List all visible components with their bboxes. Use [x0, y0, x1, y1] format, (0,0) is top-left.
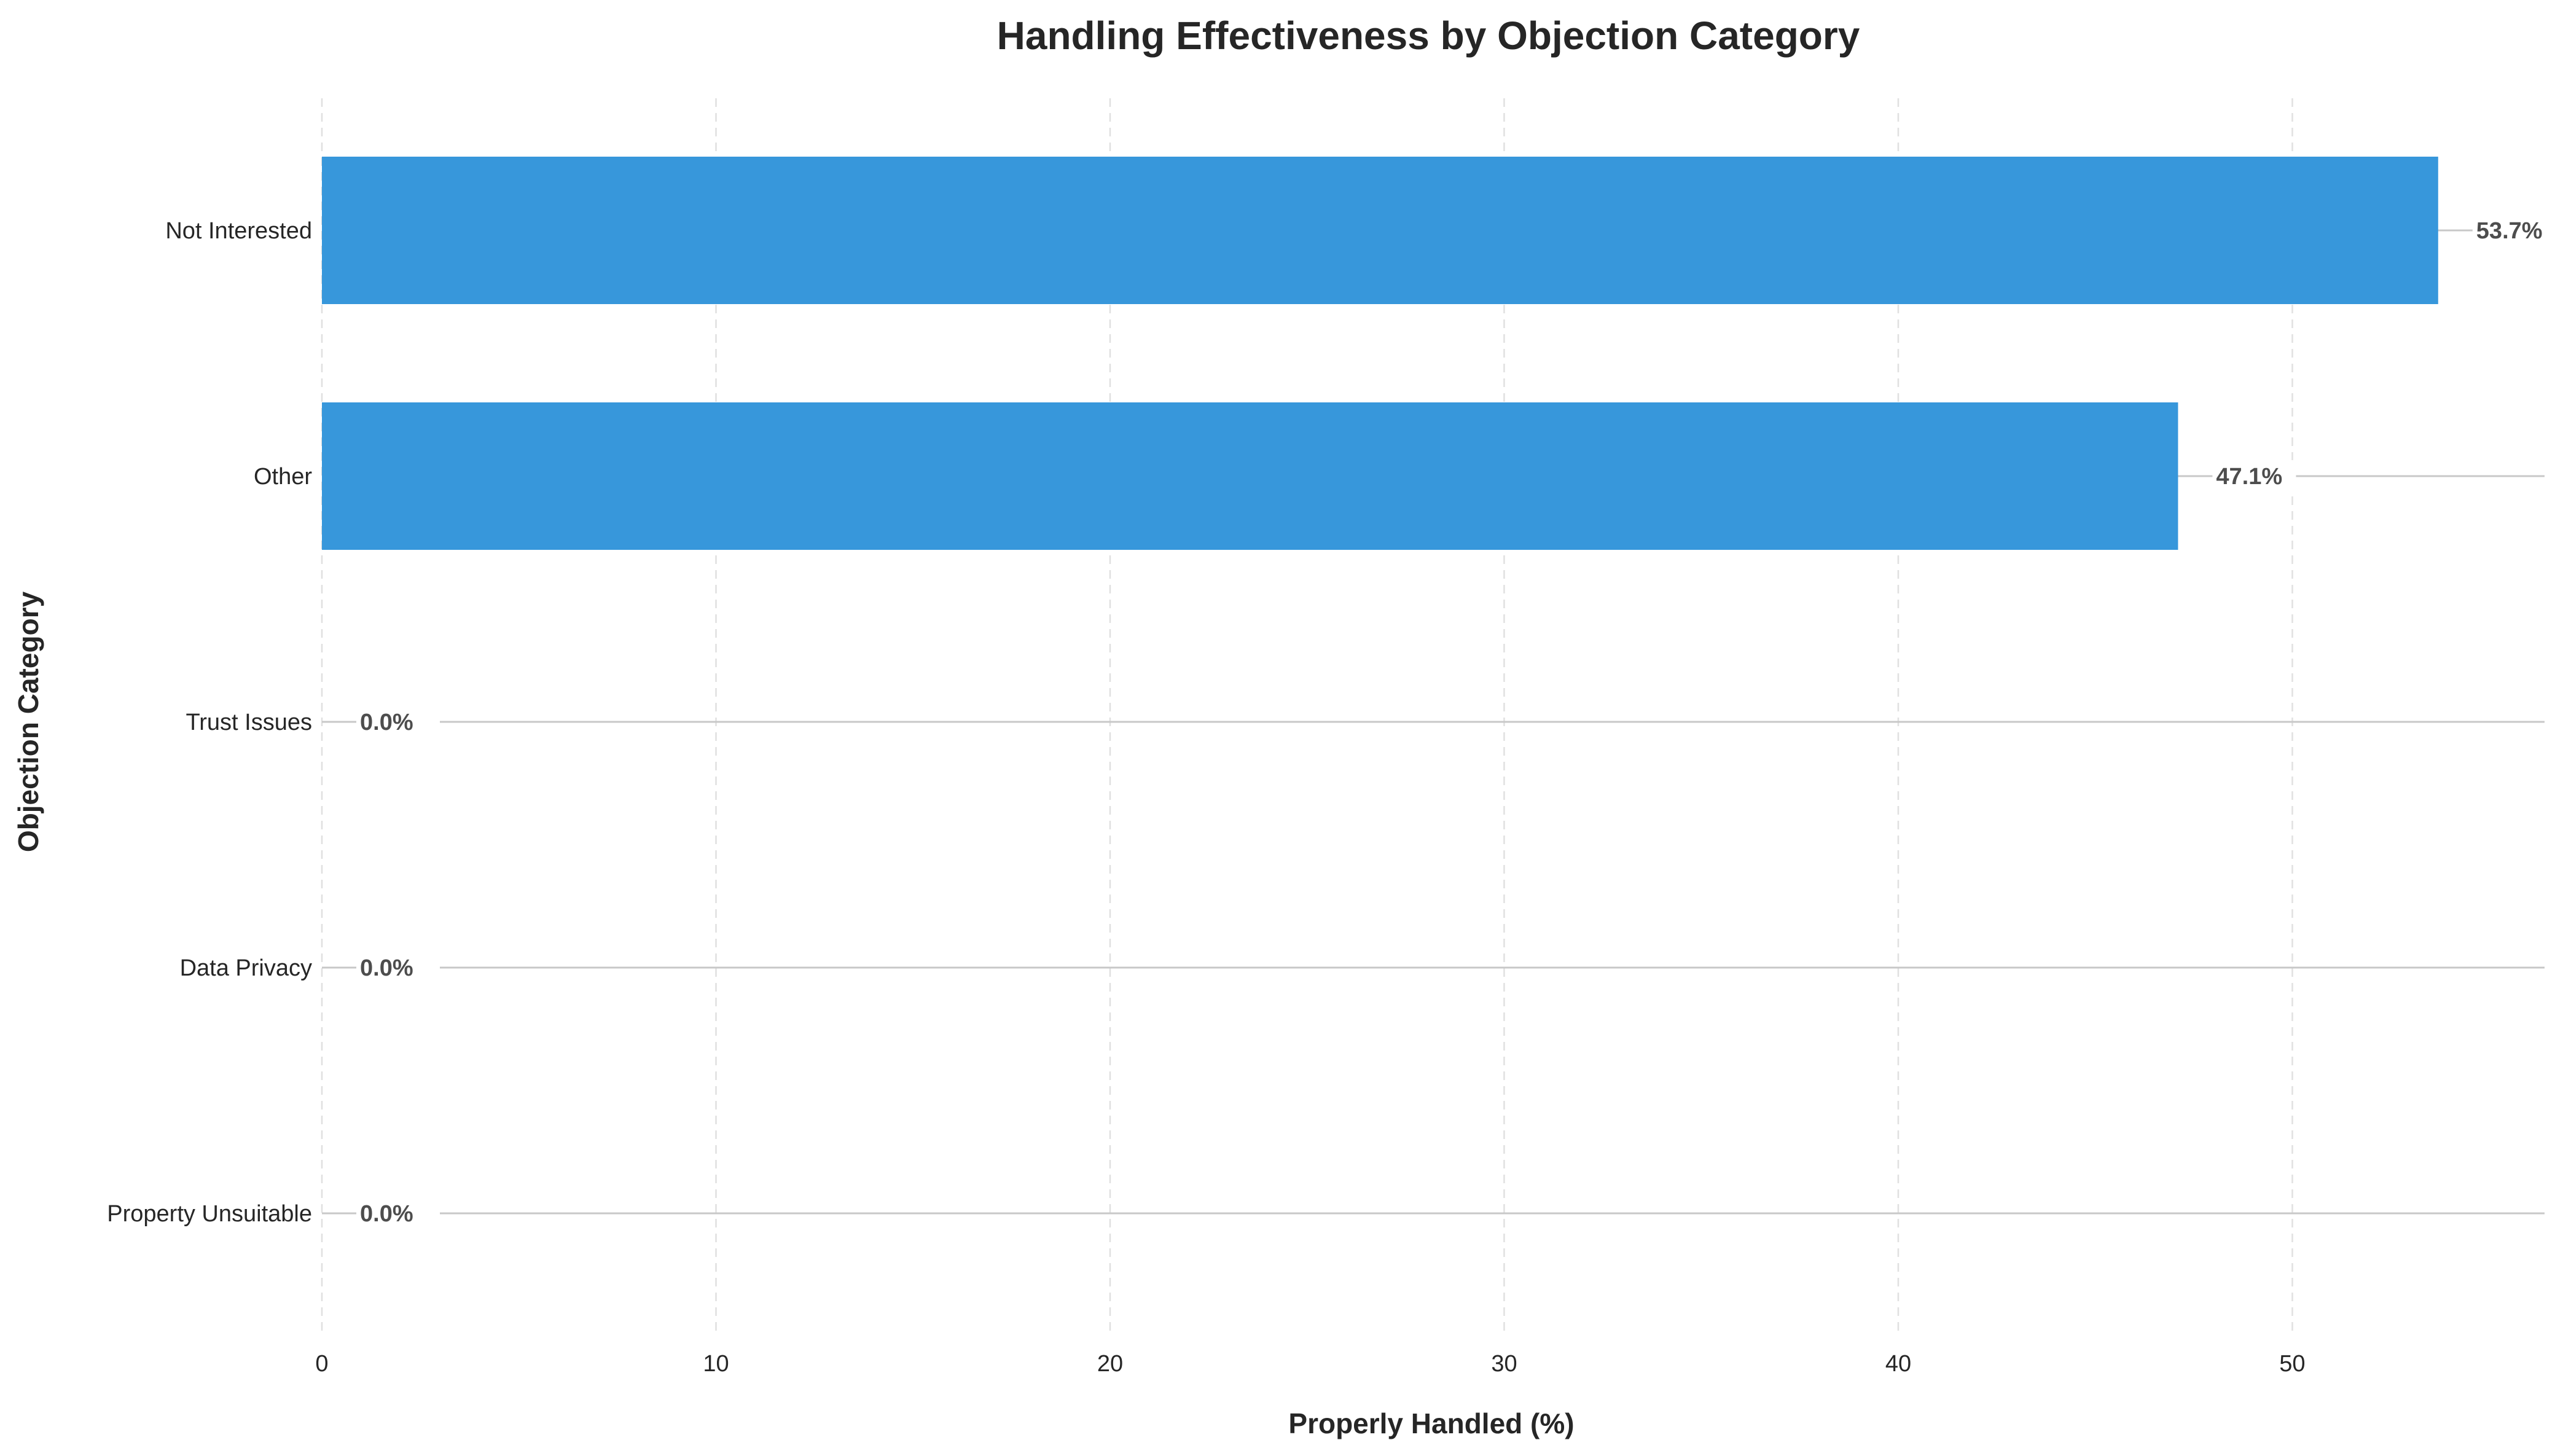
y-tick-label: Not Interested: [165, 218, 312, 244]
data-label: 0.0%: [360, 710, 413, 735]
data-label-background: [356, 952, 440, 984]
bar: [322, 402, 2178, 550]
x-tick-label: 0: [315, 1351, 328, 1377]
x-tick-label: 40: [1885, 1351, 1911, 1377]
labels-layer: 53.7% 47.1% 0.0% 0.0% 0.0%: [356, 214, 2555, 1229]
data-label-background: [2212, 460, 2296, 492]
x-tick-label: 50: [2279, 1351, 2305, 1377]
ticks-layer: 0 10 20 30 40 50 Not Interested Other Trust Issu…: [107, 218, 2305, 1377]
data-label: 0.0%: [360, 955, 413, 981]
data-label-background: [2472, 214, 2555, 246]
x-tick-label: 20: [1097, 1351, 1123, 1377]
x-axis-label: Properly Handled (%): [1288, 1407, 1574, 1439]
bar: [322, 157, 2438, 304]
data-label: 53.7%: [2476, 218, 2543, 244]
y-axis-label: Objection Category: [12, 591, 44, 852]
x-tick-label: 10: [703, 1351, 729, 1377]
y-tick-label: Data Privacy: [180, 955, 312, 981]
data-label-background: [356, 706, 440, 738]
data-label-background: [356, 1197, 440, 1229]
data-label: 47.1%: [2216, 464, 2282, 490]
y-tick-label: Trust Issues: [186, 710, 312, 735]
x-tick-label: 30: [1491, 1351, 1517, 1377]
y-tick-label: Property Unsuitable: [107, 1201, 312, 1227]
y-tick-label: Other: [254, 464, 312, 490]
bars-layer: [322, 157, 2438, 550]
chart-title: Handling Effectiveness by Objection Cate…: [997, 14, 1860, 58]
data-label: 0.0%: [360, 1201, 413, 1227]
